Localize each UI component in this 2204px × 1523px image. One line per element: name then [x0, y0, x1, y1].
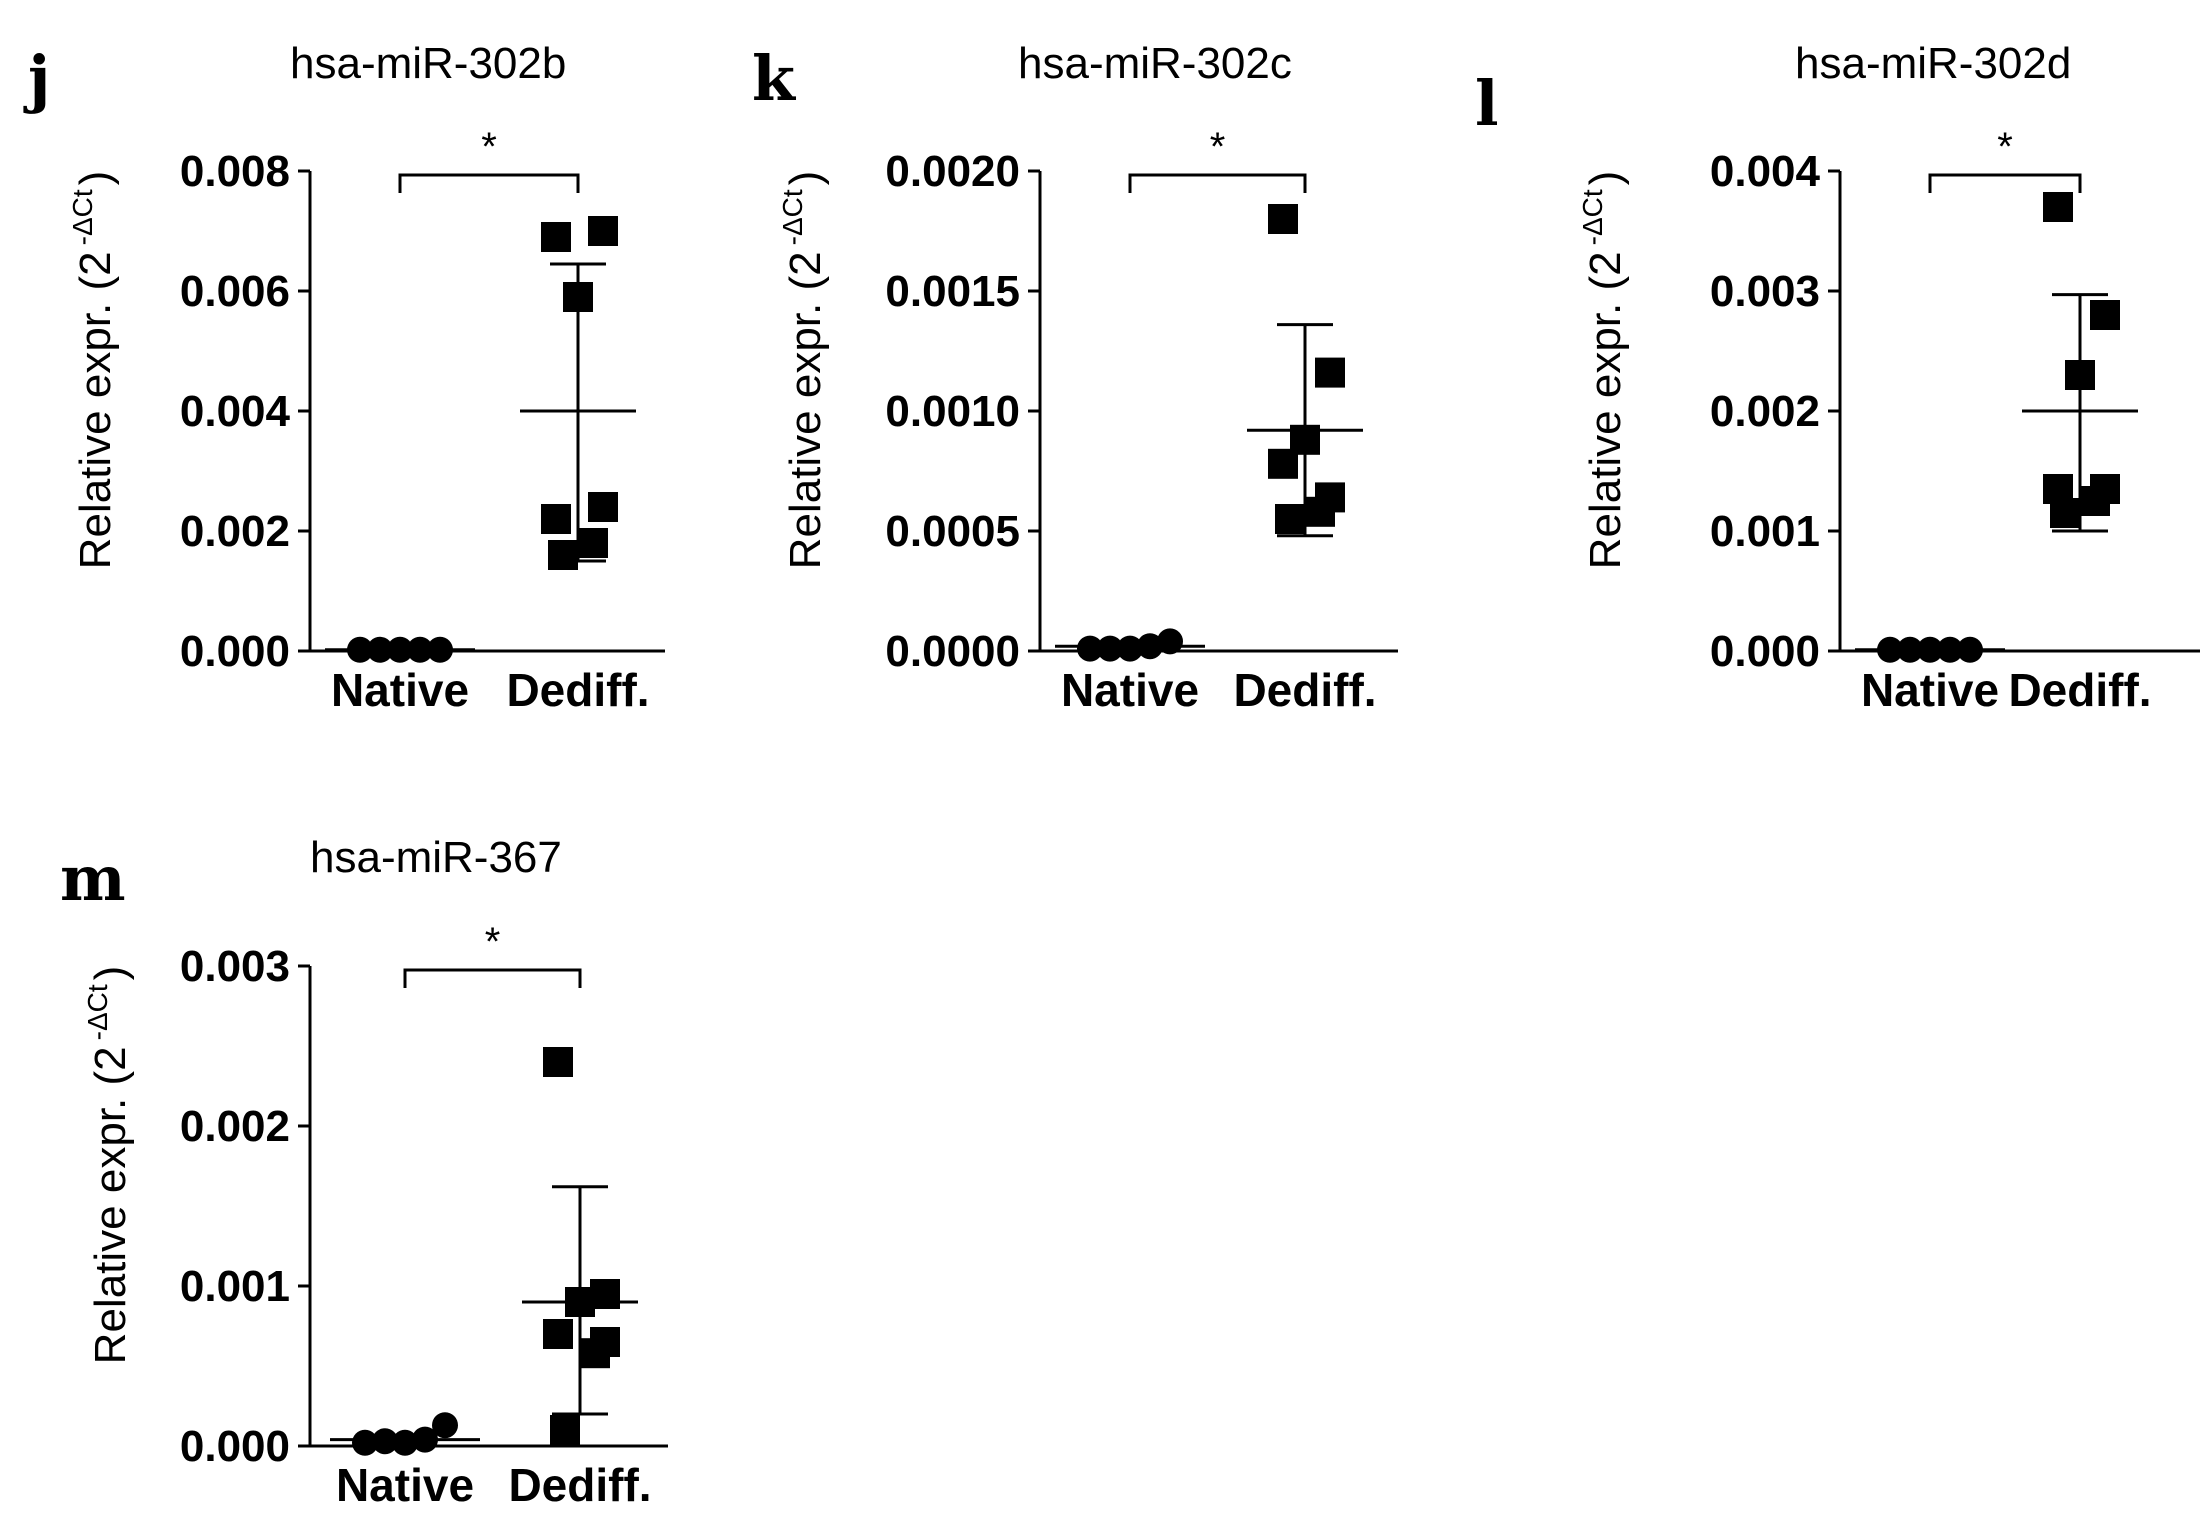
- dediff-point: [541, 504, 571, 534]
- y-tick-label: 0.0000: [885, 627, 1020, 676]
- y-tick-label: 0.003: [180, 942, 290, 991]
- significance-star: *: [481, 125, 497, 169]
- x-tick-label: Dediff.: [508, 1459, 651, 1511]
- dediff-point: [580, 1338, 610, 1369]
- dediff-point: [2080, 486, 2110, 516]
- y-tick-label: 0.0005: [885, 507, 1020, 556]
- chart-panel-k: k hsa-miR-302c Relative expr. (2 -ΔCt) 0.000…: [752, 39, 1398, 716]
- dediff-point: [543, 1319, 573, 1349]
- dediff-point: [1268, 204, 1298, 234]
- chart-title: hsa-miR-302b: [290, 39, 566, 88]
- y-tick-label: 0.001: [1710, 507, 1820, 556]
- panel-letter: m: [60, 842, 126, 915]
- y-axis-label-superscript: -ΔCt: [1577, 189, 1608, 245]
- y-tick-label: 0.0020: [885, 147, 1020, 196]
- dediff-point: [2043, 192, 2073, 222]
- significance-star: *: [1210, 125, 1226, 169]
- dediff-point: [588, 492, 618, 522]
- y-tick-label: 0.0010: [885, 387, 1020, 436]
- native-point: [352, 1429, 378, 1456]
- chart-panel-m: m hsa-miR-367 Relative expr. (2 -ΔCt) 0.000 0…: [60, 833, 668, 1511]
- y-tick-label: 0.002: [180, 1102, 290, 1151]
- x-tick-label: Native: [331, 664, 469, 716]
- panel-letter: l: [1475, 67, 1499, 140]
- dediff-point: [550, 1415, 580, 1445]
- chart-panel-l: l hsa-miR-302d Relative expr. (2 -ΔCt) 0.000…: [1475, 39, 2200, 716]
- chart-title: hsa-miR-367: [310, 833, 562, 882]
- x-tick-label: Native: [1861, 664, 1999, 716]
- dediff-point: [2090, 300, 2120, 330]
- dediff-point: [1315, 357, 1345, 388]
- chart-panel-j: j hsa-miR-302b Relative expr. (2 -ΔCt) 0.000…: [23, 39, 665, 716]
- dediff-point: [588, 216, 618, 246]
- dediff-point: [1268, 448, 1298, 479]
- dediff-point: [1275, 504, 1305, 534]
- y-tick-label: 0.004: [1710, 147, 1821, 196]
- y-axis-label: Relative expr. (2 -ΔCt): [67, 171, 120, 570]
- y-tick-label: 0.008: [180, 147, 290, 196]
- y-axis-label-text: Relative expr. (2: [781, 251, 830, 569]
- y-tick-label: 0.002: [1710, 387, 1820, 436]
- native-point: [432, 1412, 458, 1439]
- dediff-point: [1305, 496, 1335, 527]
- y-tick-label: 0.003: [1710, 267, 1820, 316]
- significance-bracket: [1928, 173, 2082, 193]
- y-axis-label-superscript: -ΔCt: [67, 189, 98, 245]
- native-point: [1157, 628, 1183, 655]
- native-point: [1117, 635, 1143, 662]
- dediff-point: [543, 1047, 573, 1077]
- y-axis-label-text: Relative expr. (2: [86, 1046, 135, 1364]
- native-point: [372, 1428, 398, 1455]
- y-tick-label: 0.000: [180, 1422, 290, 1471]
- y-axis-label-close: ): [781, 171, 830, 186]
- chart-title: hsa-miR-302d: [1795, 39, 2071, 88]
- significance-star: *: [485, 920, 501, 964]
- y-axis-label-close: ): [86, 966, 135, 981]
- y-axis-label-superscript: -ΔCt: [777, 189, 808, 245]
- y-axis-label-close: ): [71, 171, 120, 186]
- x-tick-label: Dediff.: [506, 664, 649, 716]
- significance-bracket: [398, 173, 580, 193]
- dediff-point: [2050, 498, 2080, 528]
- panel-letter: j: [23, 42, 50, 115]
- x-tick-label: Native: [1061, 664, 1199, 716]
- y-tick-label: 0.006: [180, 267, 290, 316]
- x-tick-label: Dediff.: [2008, 664, 2151, 716]
- native-point: [1077, 635, 1103, 662]
- x-tick-label: Dediff.: [1233, 664, 1376, 716]
- dediff-point: [541, 222, 571, 252]
- y-tick-label: 0.0015: [885, 267, 1020, 316]
- y-axis-label-text: Relative expr. (2: [1581, 251, 1630, 569]
- panel-letter: k: [752, 42, 797, 115]
- y-tick-label: 0.001: [180, 1262, 290, 1311]
- chart-title: hsa-miR-302c: [1018, 39, 1292, 88]
- y-axis-label: Relative expr. (2 -ΔCt): [82, 966, 135, 1365]
- significance-bracket: [403, 968, 582, 988]
- dediff-point: [578, 528, 608, 558]
- significance-star: *: [1997, 125, 2013, 169]
- y-axis-label-superscript: -ΔCt: [82, 984, 113, 1040]
- y-tick-label: 0.000: [180, 627, 290, 676]
- y-tick-label: 0.004: [180, 387, 291, 436]
- x-tick-label: Native: [336, 1459, 474, 1511]
- dediff-point: [548, 540, 578, 570]
- y-axis-label-close: ): [1581, 171, 1630, 186]
- y-axis-label-text: Relative expr. (2: [71, 251, 120, 569]
- native-point: [392, 1429, 418, 1456]
- y-axis-label: Relative expr. (2 -ΔCt): [777, 171, 830, 570]
- y-tick-label: 0.000: [1710, 627, 1820, 676]
- y-axis-label: Relative expr. (2 -ΔCt): [1577, 171, 1630, 570]
- native-point: [1097, 635, 1123, 662]
- y-tick-label: 0.002: [180, 507, 290, 556]
- significance-bracket: [1128, 173, 1307, 193]
